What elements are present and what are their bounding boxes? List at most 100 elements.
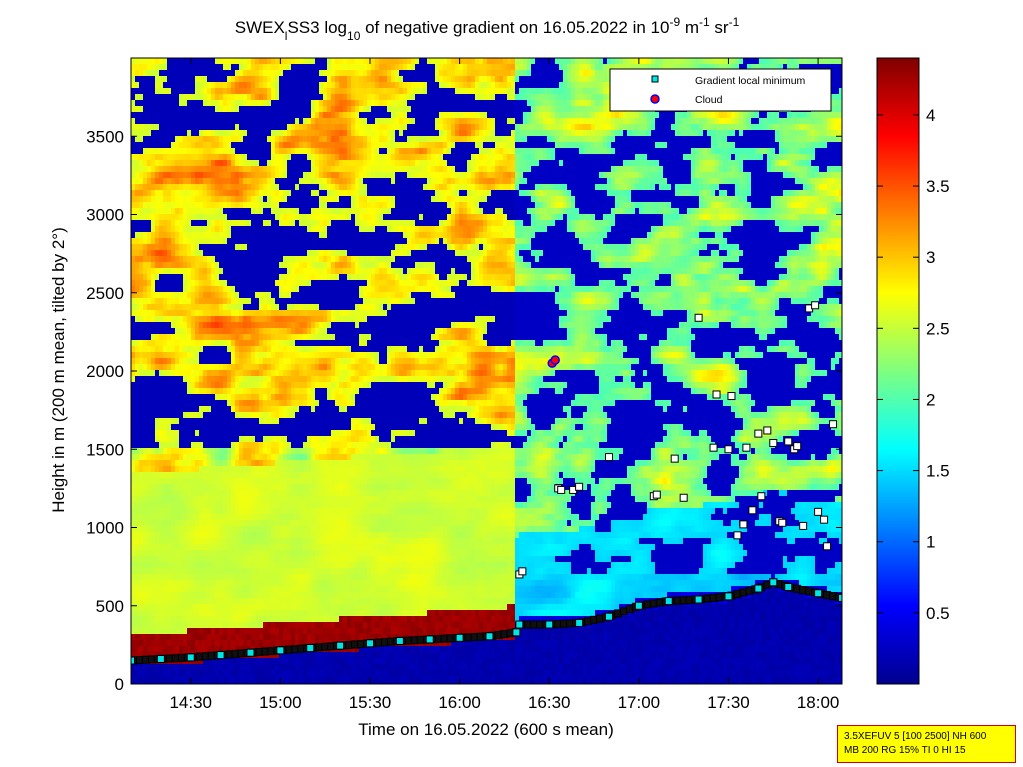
- heatmap-cell: [291, 472, 296, 479]
- heatmap-cell: [263, 412, 268, 419]
- heatmap-cell: [135, 226, 140, 233]
- heatmap-cell: [219, 598, 224, 605]
- heatmap-cell: [183, 670, 188, 677]
- heatmap-cell: [211, 292, 216, 299]
- heatmap-cell: [283, 538, 288, 545]
- heatmap-cell: [183, 136, 188, 143]
- heatmap-cell: [267, 460, 272, 467]
- heatmap-cell: [227, 424, 232, 431]
- heatmap-cell: [255, 370, 260, 377]
- heatmap-cell: [247, 634, 252, 641]
- heatmap-cell: [279, 178, 284, 185]
- heatmap-cell: [315, 196, 320, 203]
- heatmap-cell: [239, 634, 244, 641]
- heatmap-cell: [143, 520, 148, 527]
- heatmap-cell: [175, 574, 180, 581]
- heatmap-cell: [267, 454, 272, 461]
- heatmap-cell: [299, 652, 304, 659]
- heatmap-cell: [199, 556, 204, 563]
- heatmap-cell: [251, 70, 256, 77]
- heatmap-cell: [163, 670, 168, 677]
- heatmap-cell: [307, 130, 312, 137]
- heatmap-cell: [231, 238, 236, 245]
- heatmap-cell: [211, 304, 216, 311]
- heatmap-cell: [211, 232, 216, 239]
- heatmap-cell: [219, 430, 224, 437]
- heatmap-cell: [211, 502, 216, 509]
- heatmap-cell: [219, 280, 224, 287]
- heatmap-cell: [247, 526, 252, 533]
- heatmap-cell: [175, 370, 180, 377]
- heatmap-cell: [315, 292, 320, 299]
- heatmap-cell: [271, 586, 276, 593]
- heatmap-cell: [235, 646, 240, 653]
- heatmap-cell: [303, 406, 308, 413]
- heatmap-cell: [183, 586, 188, 593]
- heatmap-cell: [231, 406, 236, 413]
- heatmap-cell: [207, 340, 212, 347]
- heatmap-cell: [239, 562, 244, 569]
- heatmap-cell: [151, 190, 156, 197]
- heatmap-cell: [231, 244, 236, 251]
- heatmap-cell: [279, 358, 284, 365]
- heatmap-cell: [235, 76, 240, 83]
- heatmap-cell: [291, 682, 296, 684]
- heatmap-cell: [143, 634, 148, 641]
- heatmap-cell: [135, 634, 140, 641]
- heatmap-cell: [139, 460, 144, 467]
- heatmap-cell: [163, 448, 168, 455]
- heatmap-cell: [183, 376, 188, 383]
- heatmap-cell: [223, 610, 228, 617]
- heatmap-cell: [163, 472, 168, 479]
- heatmap-cell: [179, 142, 184, 149]
- heatmap-cell: [239, 172, 244, 179]
- heatmap-cell: [195, 364, 200, 371]
- heatmap-cell: [227, 550, 232, 557]
- heatmap-cell: [207, 70, 212, 77]
- heatmap-cell: [259, 154, 264, 161]
- heatmap-cell: [247, 274, 252, 281]
- heatmap-cell: [167, 358, 172, 365]
- heatmap-cell: [171, 538, 176, 545]
- heatmap-cell: [287, 448, 292, 455]
- heatmap-cell: [263, 262, 268, 269]
- heatmap-cell: [235, 184, 240, 191]
- heatmap-cell: [175, 172, 180, 179]
- heatmap-cell: [247, 160, 252, 167]
- heatmap-cell: [299, 358, 304, 365]
- heatmap-cell: [271, 334, 276, 341]
- heatmap-cell: [251, 514, 256, 521]
- heatmap-cell: [159, 508, 164, 515]
- heatmap-cell: [247, 322, 252, 329]
- heatmap-cell: [235, 160, 240, 167]
- heatmap-cell: [215, 640, 220, 647]
- heatmap-cell: [247, 502, 252, 509]
- heatmap-cell: [215, 364, 220, 371]
- heatmap-cell: [255, 178, 260, 185]
- heatmap-cell: [199, 628, 204, 635]
- heatmap-cell: [179, 472, 184, 479]
- heatmap-cell: [315, 352, 320, 359]
- heatmap-cell: [247, 202, 252, 209]
- heatmap-cell: [219, 184, 224, 191]
- heatmap-cell: [243, 274, 248, 281]
- heatmap-cell: [219, 478, 224, 485]
- heatmap-cell: [187, 538, 192, 545]
- heatmap-cell: [239, 310, 244, 317]
- heatmap-cell: [211, 514, 216, 521]
- heatmap-cell: [247, 304, 252, 311]
- heatmap-cell: [247, 268, 252, 275]
- heatmap-cell: [183, 598, 188, 605]
- heatmap-cell: [227, 574, 232, 581]
- heatmap-cell: [211, 142, 216, 149]
- heatmap-cell: [307, 424, 312, 431]
- heatmap-cell: [251, 208, 256, 215]
- heatmap-cell: [187, 412, 192, 419]
- heatmap-cell: [139, 664, 144, 671]
- heatmap-cell: [131, 676, 136, 683]
- heatmap-cell: [131, 466, 136, 473]
- heatmap-cell: [287, 262, 292, 269]
- heatmap-cell: [307, 478, 312, 485]
- heatmap-cell: [195, 382, 200, 389]
- heatmap-cell: [319, 130, 324, 137]
